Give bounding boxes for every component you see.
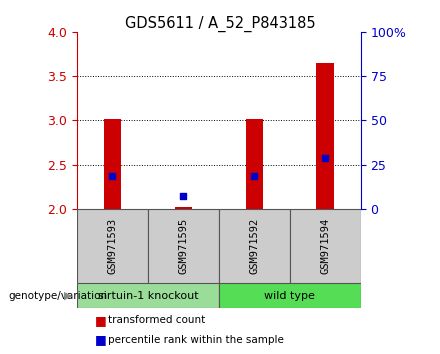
- Text: transformed count: transformed count: [108, 315, 205, 325]
- Bar: [175, 207, 192, 209]
- Bar: [290, 209, 361, 283]
- Text: sirtuin-1 knockout: sirtuin-1 knockout: [98, 291, 198, 301]
- Bar: [148, 209, 219, 283]
- Text: GSM971594: GSM971594: [320, 218, 330, 274]
- Text: percentile rank within the sample: percentile rank within the sample: [108, 335, 284, 345]
- Bar: [219, 283, 361, 308]
- Bar: [316, 63, 334, 209]
- Bar: [103, 119, 121, 209]
- Bar: [219, 209, 290, 283]
- Text: GDS5611 / A_52_P843185: GDS5611 / A_52_P843185: [125, 16, 315, 32]
- Text: ▶: ▶: [64, 291, 73, 301]
- Text: ■: ■: [95, 333, 106, 346]
- Bar: [77, 209, 148, 283]
- Point: [322, 156, 329, 161]
- Point: [251, 173, 258, 179]
- Text: GSM971595: GSM971595: [179, 218, 188, 274]
- Point: [180, 194, 187, 199]
- Text: genotype/variation: genotype/variation: [9, 291, 108, 301]
- Point: [109, 173, 116, 179]
- Text: GSM971592: GSM971592: [249, 218, 259, 274]
- Text: wild type: wild type: [264, 291, 315, 301]
- Bar: [77, 283, 219, 308]
- Bar: [246, 119, 263, 209]
- Text: GSM971593: GSM971593: [107, 218, 117, 274]
- Text: ■: ■: [95, 314, 106, 327]
